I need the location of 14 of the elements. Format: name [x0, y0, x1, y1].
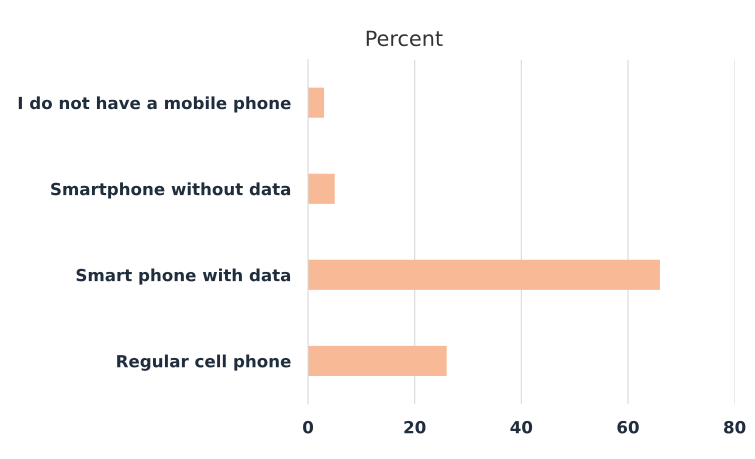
x-tick-label: 40	[510, 420, 532, 434]
bar	[308, 88, 324, 118]
y-tick-label: Regular cell phone	[117, 354, 291, 371]
chart-title: Percent	[366, 30, 443, 46]
y-tick-label: Smartphone without data	[51, 182, 290, 199]
bar	[308, 346, 447, 376]
x-tick-label: 0	[303, 420, 314, 434]
y-tick-label: Smart phone with data	[76, 268, 290, 285]
bar	[308, 174, 335, 204]
x-tick-label: 20	[404, 420, 426, 434]
x-tick-label: 80	[724, 420, 746, 434]
y-tick-label: I do not have a mobile phone	[18, 96, 291, 112]
bar	[308, 260, 660, 290]
x-tick-label: 60	[617, 420, 639, 434]
